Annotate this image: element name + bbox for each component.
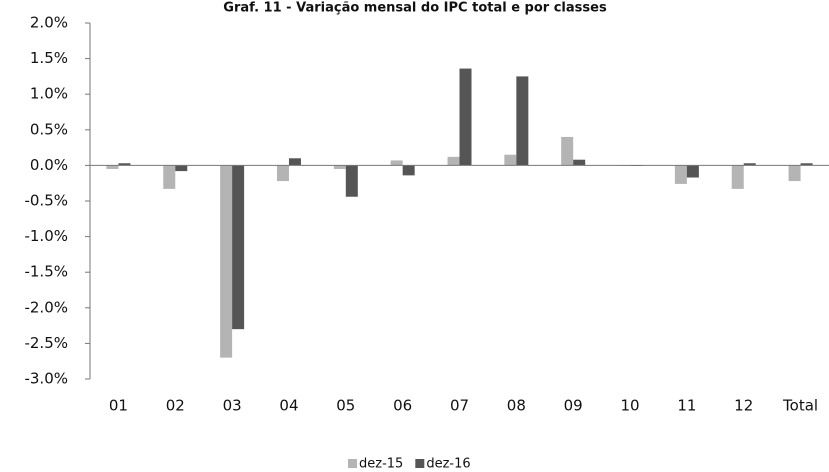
bar xyxy=(674,165,687,184)
bar xyxy=(390,160,403,166)
y-tick-label: 0.5% xyxy=(30,120,68,138)
legend-label: dez-15 xyxy=(359,457,403,472)
x-tick-label: 07 xyxy=(450,397,469,415)
bar xyxy=(800,163,813,166)
bar xyxy=(163,165,176,189)
bar xyxy=(573,159,586,166)
y-tick-label: -3.0% xyxy=(24,370,68,388)
bar xyxy=(731,165,744,189)
bar xyxy=(333,165,346,169)
bar xyxy=(459,68,472,166)
y-tick-label: -2.5% xyxy=(24,334,68,352)
x-tick-label: 06 xyxy=(393,397,412,415)
bar xyxy=(232,165,245,330)
chart-title: Graf. 11 - Variação mensal do IPC total … xyxy=(223,1,607,16)
bar xyxy=(447,156,460,166)
legend-swatch xyxy=(415,459,425,468)
x-tick-label: 12 xyxy=(734,397,753,415)
y-tick-label: 1.5% xyxy=(30,49,68,67)
bar xyxy=(175,165,188,172)
bar xyxy=(220,165,233,358)
x-tick-label: 01 xyxy=(109,397,128,415)
bar xyxy=(686,165,699,178)
x-tick-label: 08 xyxy=(507,397,526,415)
y-tick-label: 0.0% xyxy=(30,156,68,174)
x-tick-label: 03 xyxy=(223,397,242,415)
x-tick-label: 02 xyxy=(166,397,185,415)
legend-label: dez-16 xyxy=(426,457,470,472)
y-tick-label: 1.0% xyxy=(30,85,68,103)
x-tick-label: 09 xyxy=(564,397,583,415)
y-tick-label: -1.5% xyxy=(24,263,68,281)
y-tick-label: 2.0% xyxy=(30,14,68,32)
bar xyxy=(288,158,301,166)
y-tick-label: -1.0% xyxy=(24,227,68,245)
x-tick-label: 05 xyxy=(336,397,355,415)
x-tick-label: 11 xyxy=(677,397,696,415)
x-tick-label: 04 xyxy=(279,397,298,415)
legend-swatch xyxy=(348,459,357,468)
bar xyxy=(788,165,801,182)
bar xyxy=(516,76,529,166)
bar xyxy=(743,163,756,166)
bar xyxy=(561,136,574,166)
y-tick-label: -0.5% xyxy=(24,192,68,210)
bar xyxy=(106,165,119,169)
bar xyxy=(276,165,289,182)
x-tick-label: 10 xyxy=(620,397,639,415)
x-tick-label: Total xyxy=(782,397,818,415)
bar xyxy=(402,165,415,176)
y-tick-label: -2.0% xyxy=(24,298,68,316)
bar xyxy=(504,154,517,166)
bar xyxy=(345,165,358,197)
bar xyxy=(118,163,131,166)
